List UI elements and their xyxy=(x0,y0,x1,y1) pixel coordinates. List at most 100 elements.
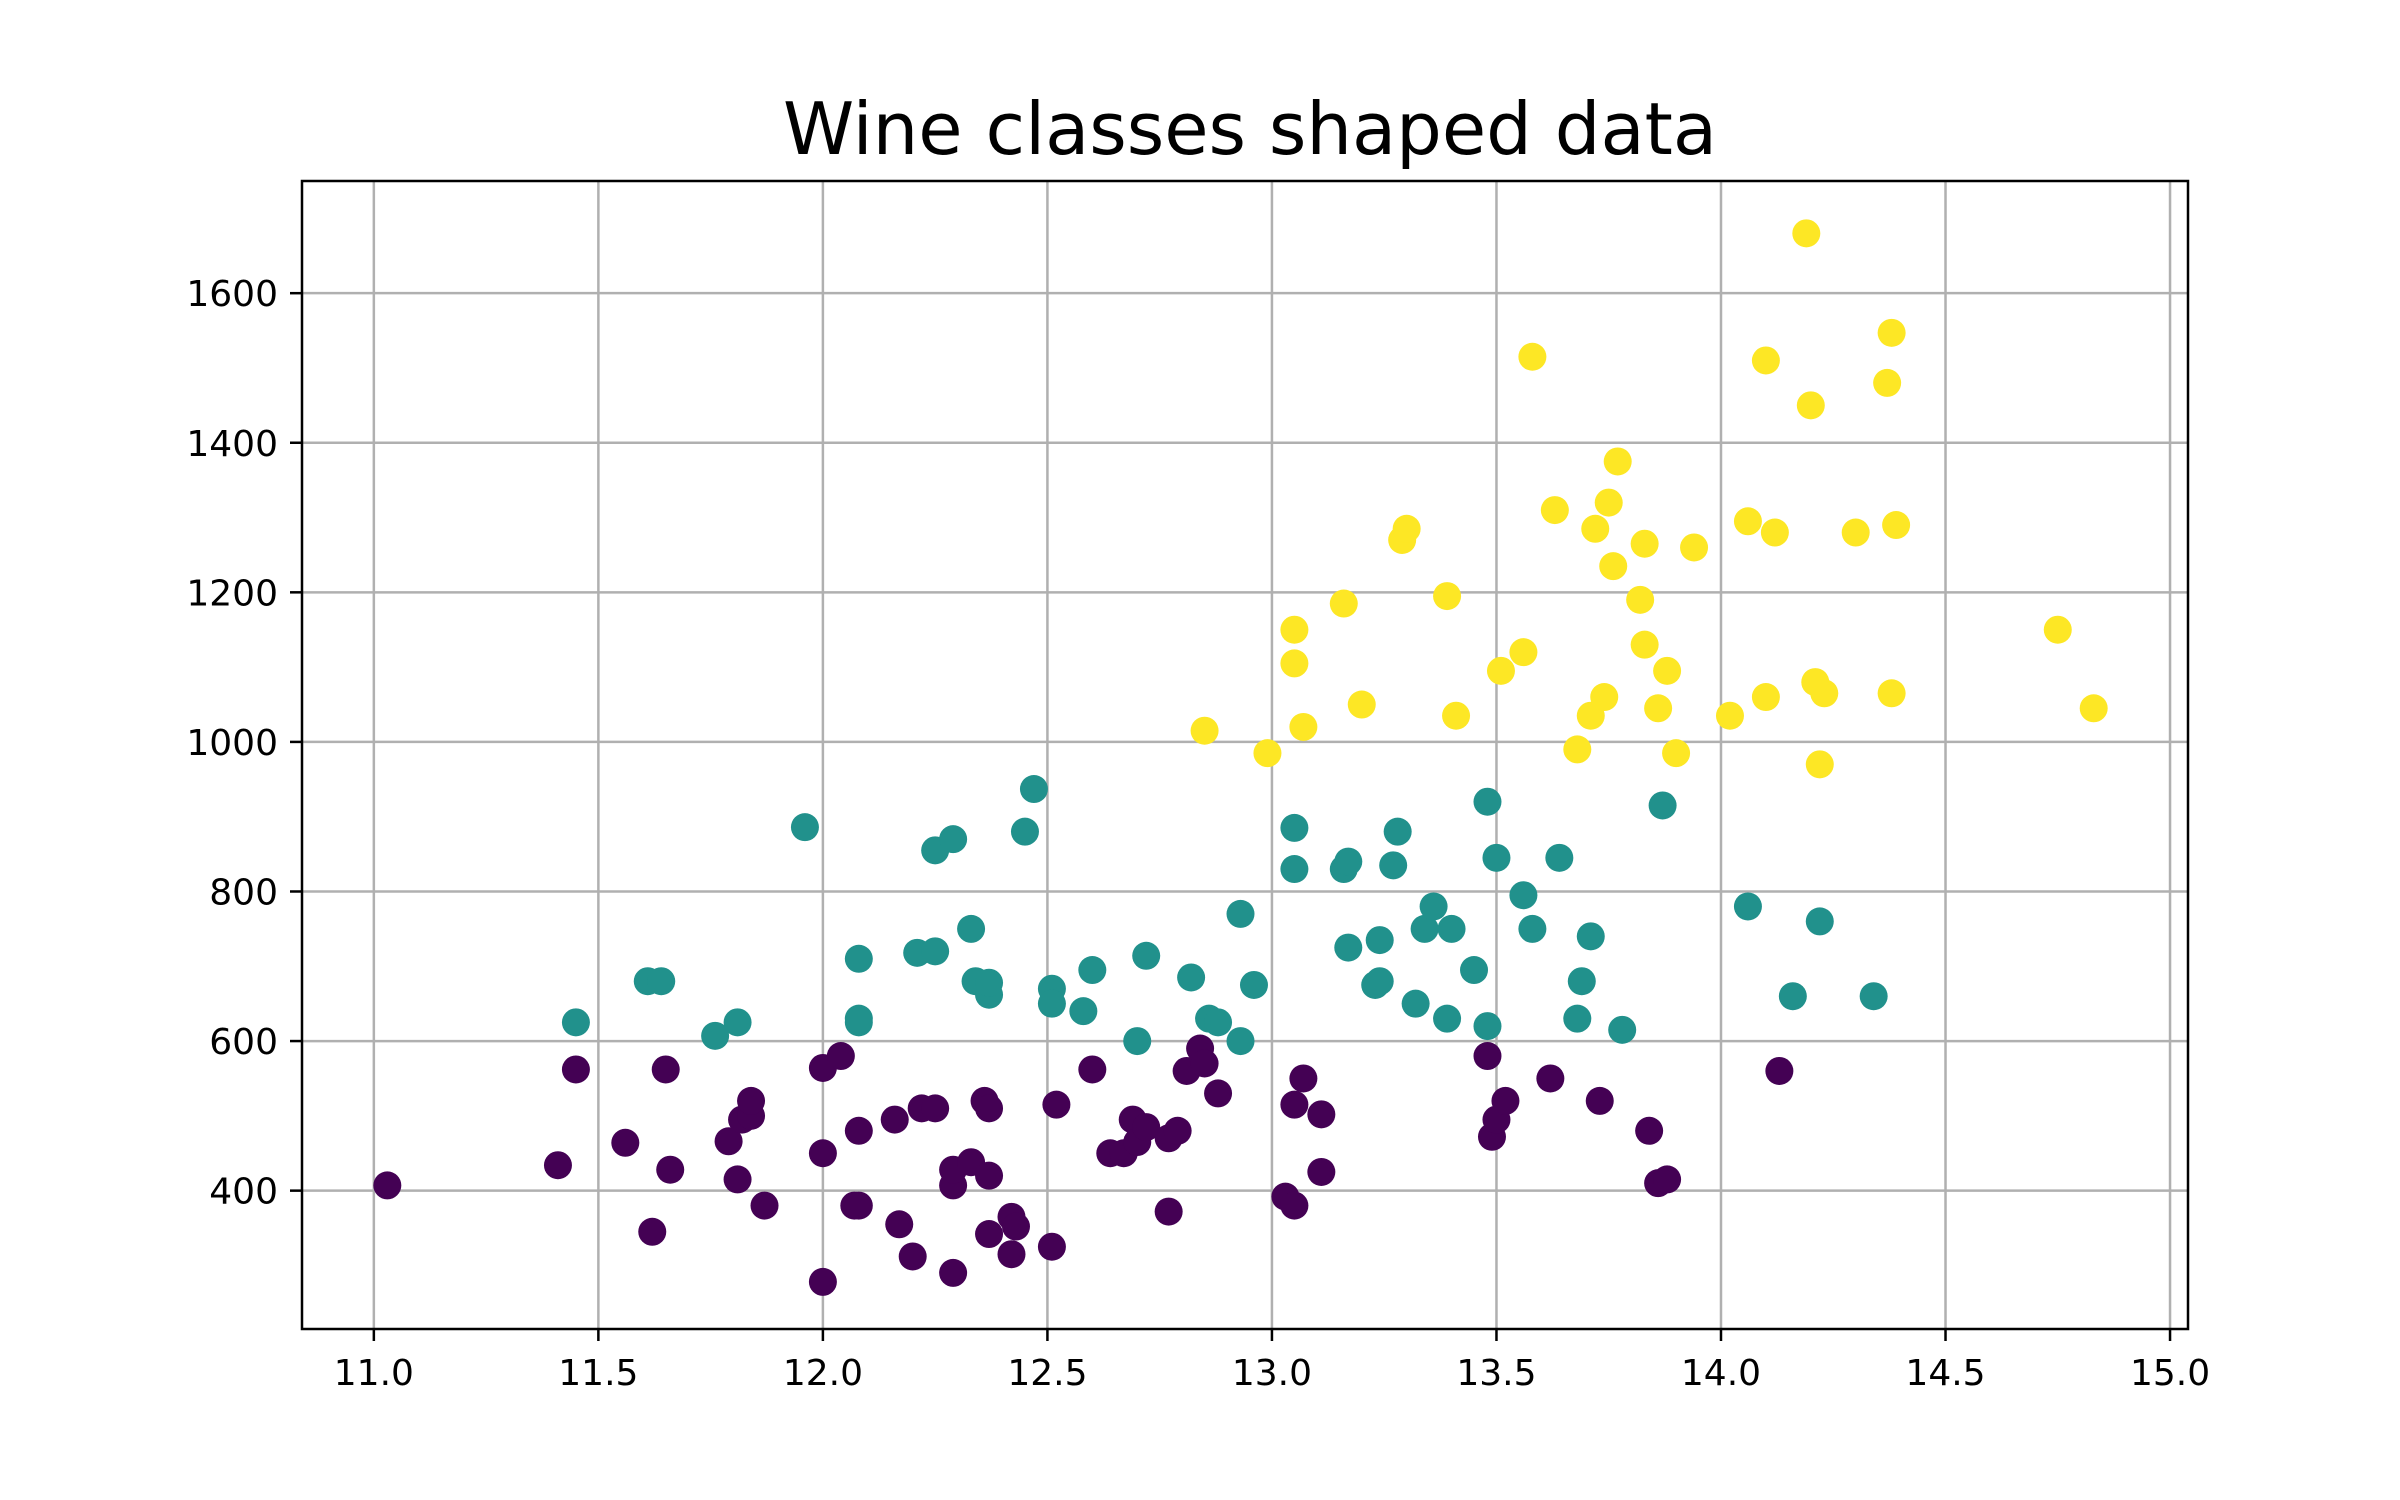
data-point-class-0 xyxy=(737,1086,766,1115)
data-point-class-2 xyxy=(1486,656,1515,685)
data-point-class-0 xyxy=(808,1267,837,1296)
data-point-class-0 xyxy=(975,1220,1004,1249)
data-point-class-0 xyxy=(373,1171,402,1200)
data-point-class-0 xyxy=(1473,1042,1502,1071)
data-point-class-2 xyxy=(1392,514,1421,543)
data-point-class-0 xyxy=(714,1127,743,1156)
data-point-class-0 xyxy=(1653,1165,1682,1194)
y-tick-label: 800 xyxy=(209,872,278,913)
data-point-class-2 xyxy=(1873,368,1902,397)
data-point-class-0 xyxy=(1765,1056,1794,1085)
data-point-class-0 xyxy=(1001,1212,1030,1241)
data-point-class-2 xyxy=(1329,589,1358,618)
data-point-class-2 xyxy=(1805,750,1834,779)
data-point-class-1 xyxy=(1648,791,1677,820)
data-point-class-0 xyxy=(1635,1116,1664,1145)
data-point-class-0 xyxy=(1204,1079,1233,1108)
data-point-class-1 xyxy=(1037,989,1066,1018)
data-point-class-2 xyxy=(1751,346,1780,375)
x-axis-ticks: 11.0 11.5 12.0 12.5 13.0 13.5 14.0 14.5 15.0 xyxy=(334,1329,2210,1394)
data-point-class-1 xyxy=(1334,933,1363,962)
data-point-class-0 xyxy=(997,1240,1026,1269)
data-point-class-0 xyxy=(1585,1086,1614,1115)
data-points xyxy=(373,219,2108,1296)
data-point-class-2 xyxy=(1810,679,1839,708)
data-point-class-1 xyxy=(1567,967,1596,996)
data-point-class-2 xyxy=(1509,638,1538,667)
data-point-class-0 xyxy=(844,1191,873,1220)
y-tick-label: 1600 xyxy=(186,274,278,315)
data-point-class-0 xyxy=(750,1191,779,1220)
data-point-class-1 xyxy=(561,1008,590,1037)
data-point-class-0 xyxy=(1307,1100,1336,1129)
y-tick-label: 400 xyxy=(209,1172,278,1213)
axes-frame xyxy=(300,179,2190,1331)
data-point-class-2 xyxy=(1540,496,1569,525)
data-point-class-1 xyxy=(1204,1008,1233,1037)
data-point-class-1 xyxy=(921,937,950,966)
data-point-class-1 xyxy=(1433,1004,1462,1033)
data-point-class-1 xyxy=(1576,922,1605,951)
data-point-class-2 xyxy=(1841,518,1870,547)
data-point-class-0 xyxy=(1536,1064,1565,1093)
data-point-class-1 xyxy=(1509,881,1538,910)
data-point-class-2 xyxy=(1581,514,1610,543)
data-point-class-2 xyxy=(2043,615,2072,644)
data-point-class-1 xyxy=(1437,914,1466,943)
x-tick-label: 14.5 xyxy=(1905,1353,1985,1394)
data-point-class-1 xyxy=(1518,914,1547,943)
data-point-class-1 xyxy=(1379,851,1408,880)
data-point-class-1 xyxy=(1859,982,1888,1011)
data-point-class-2 xyxy=(1518,342,1547,371)
data-point-class-0 xyxy=(611,1128,640,1157)
data-point-class-1 xyxy=(701,1021,730,1050)
data-point-class-2 xyxy=(1563,735,1592,764)
data-point-class-0 xyxy=(975,1094,1004,1123)
data-point-class-1 xyxy=(957,914,986,943)
data-point-class-0 xyxy=(1280,1191,1309,1220)
data-point-class-0 xyxy=(1190,1049,1219,1078)
data-point-class-1 xyxy=(1410,914,1439,943)
data-point-class-0 xyxy=(656,1155,685,1184)
data-point-class-1 xyxy=(723,1008,752,1037)
data-point-class-0 xyxy=(1280,1090,1309,1119)
data-point-class-2 xyxy=(1280,649,1309,678)
x-tick-label: 14.0 xyxy=(1681,1353,1761,1394)
data-point-class-1 xyxy=(1010,817,1039,846)
data-point-class-2 xyxy=(1347,690,1376,719)
data-point-class-0 xyxy=(808,1139,837,1168)
data-point-class-0 xyxy=(1163,1116,1192,1145)
data-point-class-1 xyxy=(844,944,873,973)
data-point-class-2 xyxy=(1289,712,1318,741)
data-point-class-2 xyxy=(1630,630,1659,659)
data-point-class-1 xyxy=(1239,970,1268,999)
data-point-class-1 xyxy=(939,825,968,854)
x-tick-label: 12.0 xyxy=(783,1353,863,1394)
y-axis-ticks: 400 600 800 1000 1200 1400 1600 xyxy=(186,274,302,1213)
data-point-class-1 xyxy=(1365,967,1394,996)
grid-lines xyxy=(302,181,2188,1329)
x-tick-label: 12.5 xyxy=(1007,1353,1087,1394)
data-point-class-2 xyxy=(1751,683,1780,712)
data-point-class-2 xyxy=(1590,683,1619,712)
data-point-class-0 xyxy=(826,1042,855,1071)
chart-title: Wine classes shaped data xyxy=(783,87,1717,171)
data-point-class-2 xyxy=(1796,391,1825,420)
data-point-class-2 xyxy=(1644,694,1673,723)
data-point-class-0 xyxy=(651,1055,680,1084)
data-point-class-2 xyxy=(1253,739,1282,768)
data-point-class-1 xyxy=(1608,1015,1637,1044)
data-point-class-1 xyxy=(1019,775,1048,804)
data-point-class-1 xyxy=(1805,907,1834,936)
data-point-class-2 xyxy=(1442,701,1471,730)
data-point-class-1 xyxy=(1123,1027,1152,1056)
data-point-class-2 xyxy=(1599,552,1628,581)
data-point-class-1 xyxy=(1460,956,1489,985)
data-point-class-2 xyxy=(1594,488,1623,517)
data-point-class-1 xyxy=(1132,941,1161,970)
data-point-class-1 xyxy=(1482,843,1511,872)
data-point-class-0 xyxy=(1078,1055,1107,1084)
x-tick-label: 11.5 xyxy=(558,1353,638,1394)
